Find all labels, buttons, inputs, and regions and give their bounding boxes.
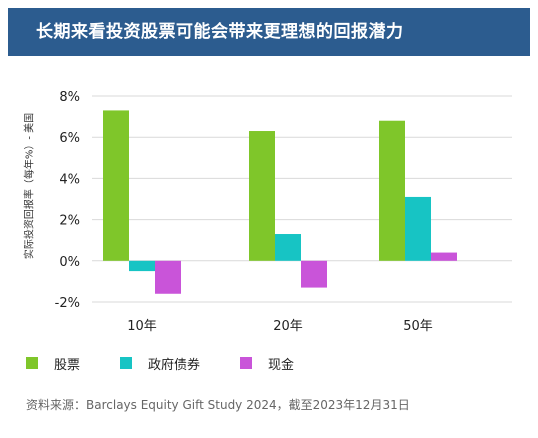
y-tick-label: 2% <box>59 214 80 229</box>
legend-swatch-bonds <box>120 357 133 369</box>
bars <box>103 110 457 294</box>
y-tick-label: -2% <box>55 296 80 311</box>
y-tick-label: 8% <box>59 90 80 105</box>
y-tick-label: 4% <box>59 172 80 187</box>
legend-item-cash: 现金 <box>240 354 294 373</box>
title-banner: 长期来看投资股票可能会带来更理想的回报潜力 <box>8 8 530 56</box>
bar-cash <box>431 252 457 261</box>
y-tick-labels: -2% 0% 2% 4% 6% 8% <box>55 90 80 311</box>
y-tick-label: 0% <box>59 255 80 270</box>
bar-bonds <box>275 234 301 261</box>
x-tick-label: 50年 <box>403 319 433 334</box>
bar-stocks <box>379 120 405 261</box>
legend-label-cash: 现金 <box>268 357 295 373</box>
x-tick-labels: 10年 20年 50年 <box>127 319 433 334</box>
bar-bonds <box>129 260 155 272</box>
bar-cash <box>155 260 181 294</box>
x-tick-label: 10年 <box>127 319 157 334</box>
legend-label-bonds: 政府债券 <box>148 357 201 373</box>
y-tick-label: 6% <box>59 131 80 146</box>
source-note: 资料来源：Barclays Equity Gift Study 2024，截至2… <box>26 398 410 412</box>
x-tick-label: 20年 <box>273 319 303 334</box>
legend-swatch-cash <box>240 357 253 369</box>
legend-item-bonds: 政府债券 <box>120 354 200 373</box>
chart-title: 长期来看投资股票可能会带来更理想的回报潜力 <box>36 22 404 42</box>
legend: 股票 政府债券 现金 <box>26 354 334 373</box>
bar-cash <box>301 260 327 288</box>
bar-stocks <box>103 110 129 261</box>
bar-stocks <box>249 131 275 261</box>
legend-label-stocks: 股票 <box>54 357 81 373</box>
y-axis-label: 实际投资回报率（每年%）- 美国 <box>24 112 36 260</box>
bar-bonds <box>405 196 431 261</box>
legend-item-stocks: 股票 <box>26 354 80 373</box>
legend-swatch-stocks <box>26 357 38 369</box>
